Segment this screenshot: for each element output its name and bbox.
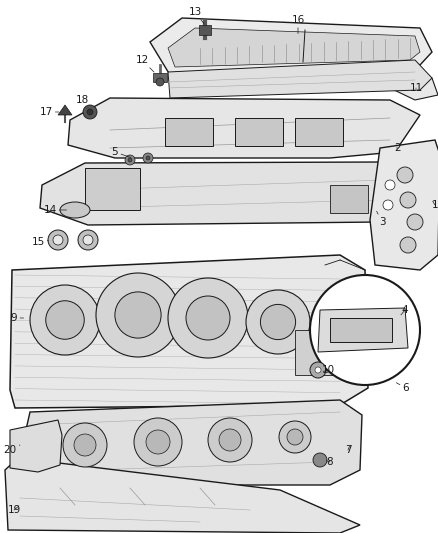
Circle shape	[115, 292, 161, 338]
Circle shape	[313, 453, 327, 467]
Circle shape	[87, 109, 93, 115]
Text: 4: 4	[401, 305, 408, 315]
Circle shape	[186, 296, 230, 340]
Polygon shape	[390, 68, 438, 100]
FancyBboxPatch shape	[235, 118, 283, 146]
Circle shape	[168, 278, 248, 358]
Text: 5: 5	[112, 147, 131, 158]
Polygon shape	[318, 308, 408, 352]
Circle shape	[83, 235, 93, 245]
Circle shape	[156, 78, 164, 86]
Circle shape	[63, 423, 107, 467]
Bar	[153, 73, 167, 82]
Circle shape	[125, 155, 135, 165]
Polygon shape	[168, 28, 420, 67]
Polygon shape	[150, 18, 432, 75]
Circle shape	[30, 285, 100, 355]
Text: 20: 20	[4, 445, 20, 455]
Bar	[199, 25, 211, 35]
Ellipse shape	[60, 202, 90, 218]
Text: 1: 1	[432, 200, 438, 210]
FancyBboxPatch shape	[330, 185, 368, 213]
Polygon shape	[68, 98, 420, 158]
Polygon shape	[58, 105, 72, 115]
Circle shape	[407, 214, 423, 230]
Circle shape	[279, 421, 311, 453]
Circle shape	[53, 235, 63, 245]
Circle shape	[128, 158, 132, 162]
Circle shape	[48, 230, 68, 250]
Text: 14: 14	[43, 205, 67, 215]
FancyBboxPatch shape	[165, 118, 213, 146]
Polygon shape	[5, 458, 360, 533]
Circle shape	[287, 429, 303, 445]
Text: 18: 18	[75, 95, 88, 108]
FancyBboxPatch shape	[295, 118, 343, 146]
Circle shape	[400, 192, 416, 208]
Circle shape	[400, 237, 416, 253]
Circle shape	[83, 105, 97, 119]
Circle shape	[96, 273, 180, 357]
Circle shape	[78, 230, 98, 250]
FancyBboxPatch shape	[330, 318, 392, 342]
Text: 19: 19	[7, 505, 21, 515]
Text: 15: 15	[32, 237, 49, 247]
Circle shape	[383, 200, 393, 210]
Text: 9: 9	[11, 313, 24, 323]
Text: 6: 6	[396, 383, 410, 393]
Text: 17: 17	[39, 107, 59, 117]
Circle shape	[246, 290, 310, 354]
Circle shape	[208, 418, 252, 462]
Text: 10: 10	[321, 365, 335, 375]
Polygon shape	[18, 400, 362, 485]
Circle shape	[385, 180, 395, 190]
Circle shape	[310, 275, 420, 385]
Text: 2: 2	[395, 143, 401, 153]
Circle shape	[46, 301, 84, 339]
Polygon shape	[168, 60, 432, 98]
Polygon shape	[10, 255, 368, 408]
Polygon shape	[40, 162, 398, 225]
Circle shape	[315, 367, 321, 373]
Circle shape	[261, 304, 296, 340]
Polygon shape	[10, 420, 62, 472]
Circle shape	[219, 429, 241, 451]
Text: 16: 16	[291, 15, 304, 34]
Circle shape	[146, 430, 170, 454]
Circle shape	[310, 362, 326, 378]
Text: 11: 11	[410, 83, 423, 93]
Circle shape	[74, 434, 96, 456]
Text: 12: 12	[135, 55, 154, 72]
Circle shape	[143, 153, 153, 163]
FancyBboxPatch shape	[295, 330, 350, 375]
Text: 3: 3	[377, 211, 385, 227]
Circle shape	[134, 418, 182, 466]
Text: 7: 7	[345, 445, 351, 455]
Polygon shape	[370, 140, 438, 270]
Text: 8: 8	[326, 457, 333, 467]
Text: 13: 13	[188, 7, 204, 24]
Circle shape	[146, 156, 150, 160]
FancyBboxPatch shape	[85, 168, 140, 210]
Circle shape	[397, 167, 413, 183]
